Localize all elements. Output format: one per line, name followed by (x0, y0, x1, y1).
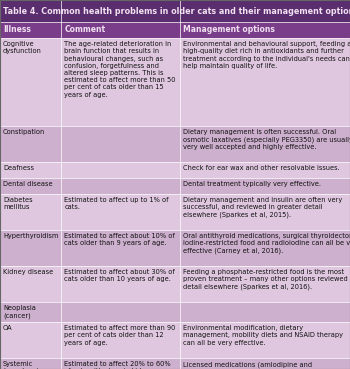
Text: Check for ear wax and other resolvable issues.: Check for ear wax and other resolvable i… (183, 165, 340, 171)
Text: Diabetes
mellitus: Diabetes mellitus (3, 197, 33, 210)
Bar (0, 38, 61, 126)
Text: Hyperthyroidism: Hyperthyroidism (3, 233, 58, 239)
Text: Cognitive
dysfunction: Cognitive dysfunction (3, 41, 42, 54)
Text: Management options: Management options (183, 25, 275, 34)
Text: Neoplasia
(cancer): Neoplasia (cancer) (3, 305, 36, 319)
Bar (0, 302, 61, 322)
Bar (61, 230, 180, 266)
Text: The age-related deterioration in
brain function that results in
behavioural chan: The age-related deterioration in brain f… (64, 41, 176, 98)
Text: Illness: Illness (3, 25, 31, 34)
Text: Environmental modification, dietary
management, mobility diets and NSAID therapy: Environmental modification, dietary mana… (183, 325, 343, 345)
Bar (0, 0, 350, 22)
Bar (0, 162, 61, 178)
Text: Licensed medications (amlodipine and
telmisartan) are available for this possibi: Licensed medications (amlodipine and tel… (183, 361, 346, 369)
Text: Feeding a phosphate-restricted food is the most
proven treatment – many other op: Feeding a phosphate-restricted food is t… (183, 269, 350, 290)
Text: Systemic
hypertension
(high blood
pressure): Systemic hypertension (high blood pressu… (3, 361, 47, 369)
Text: Constipation: Constipation (3, 129, 45, 135)
Bar (61, 22, 180, 38)
Text: Environmental and behavioural support, feeding a
high-quality diet rich in antio: Environmental and behavioural support, f… (183, 41, 350, 69)
Bar (61, 194, 180, 230)
Bar (180, 126, 350, 162)
Text: Dental treatment typically very effective.: Dental treatment typically very effectiv… (183, 181, 321, 187)
Text: Comment: Comment (64, 25, 105, 34)
Bar (0, 178, 61, 194)
Bar (180, 230, 350, 266)
Bar (0, 22, 61, 38)
Bar (61, 358, 180, 369)
Text: Estimated to affect up to 1% of
cats.: Estimated to affect up to 1% of cats. (64, 197, 169, 210)
Bar (180, 302, 350, 322)
Text: Dietary management and insulin are often very
successful, and reviewed in greate: Dietary management and insulin are often… (183, 197, 343, 218)
Text: Estimated to affect more than 90
per cent of cats older than 12
years of age.: Estimated to affect more than 90 per cen… (64, 325, 176, 345)
Text: Estimated to affect about 30% of
cats older than 10 years of age.: Estimated to affect about 30% of cats ol… (64, 269, 175, 282)
Text: Table 4. Common health problems in older cats and their management options: Table 4. Common health problems in older… (3, 7, 350, 15)
Text: Kidney disease: Kidney disease (3, 269, 53, 275)
Text: Dental disease: Dental disease (3, 181, 52, 187)
Bar (0, 322, 61, 358)
Bar (180, 194, 350, 230)
Bar (180, 266, 350, 302)
Bar (0, 266, 61, 302)
Bar (61, 302, 180, 322)
Bar (0, 358, 61, 369)
Text: OA: OA (3, 325, 13, 331)
Bar (0, 126, 61, 162)
Bar (180, 162, 350, 178)
Bar (180, 22, 350, 38)
Text: Estimated to affect 20% to 60%
of cats with chronic kidney
disease, and 10% to 2: Estimated to affect 20% to 60% of cats w… (64, 361, 174, 369)
Bar (61, 162, 180, 178)
Text: Dietary management is often successful. Oral
osmotic laxatives (especially PEG33: Dietary management is often successful. … (183, 129, 350, 150)
Bar (180, 38, 350, 126)
Bar (61, 38, 180, 126)
Text: Deafness: Deafness (3, 165, 34, 171)
Bar (0, 230, 61, 266)
Bar (61, 126, 180, 162)
Bar (180, 178, 350, 194)
Bar (180, 322, 350, 358)
Bar (0, 194, 61, 230)
Bar (61, 178, 180, 194)
Bar (61, 322, 180, 358)
Text: Oral antithyroid medications, surgical thyroidectomy,
iodine-restricted food and: Oral antithyroid medications, surgical t… (183, 233, 350, 254)
Bar (61, 266, 180, 302)
Bar (180, 358, 350, 369)
Text: Estimated to affect about 10% of
cats older than 9 years of age.: Estimated to affect about 10% of cats ol… (64, 233, 175, 246)
